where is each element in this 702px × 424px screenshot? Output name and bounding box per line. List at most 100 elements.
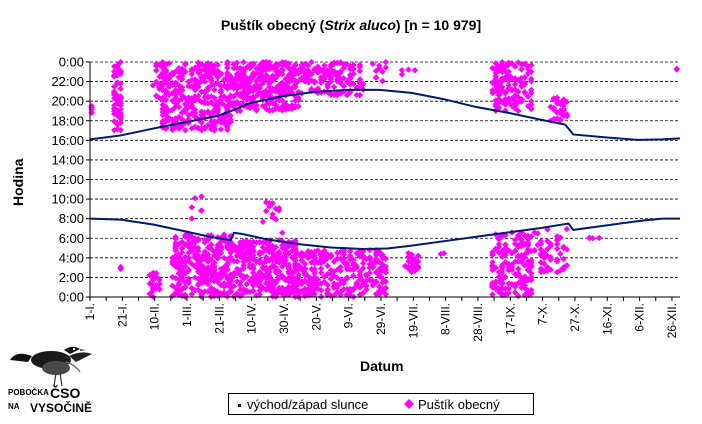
owl-point (208, 284, 215, 292)
owl-point (369, 60, 377, 68)
owl-point (363, 255, 370, 263)
owl-point (178, 66, 186, 73)
owl-point (266, 80, 273, 87)
owl-point (217, 243, 225, 250)
owl-point (149, 273, 157, 281)
owl-point (240, 72, 247, 80)
owl-point (330, 268, 338, 275)
owl-point (547, 255, 554, 262)
owl-point (272, 216, 280, 223)
owl-point (275, 273, 283, 280)
owl-point (233, 74, 241, 82)
owl-point (495, 236, 503, 243)
owl-point (175, 82, 183, 89)
owl-point (356, 291, 364, 298)
owl-point (334, 255, 341, 262)
owl-point (253, 272, 260, 280)
owl-point (502, 245, 509, 253)
owl-point (343, 291, 351, 298)
owl-point (272, 278, 280, 285)
owl-point (350, 80, 357, 87)
owl-point (518, 74, 525, 82)
owl-point (414, 253, 422, 260)
owl-point (253, 92, 260, 99)
owl-point (279, 229, 286, 237)
owl-point (240, 258, 247, 265)
owl-point (185, 249, 192, 256)
owl-point (195, 69, 202, 77)
owl-point (211, 127, 218, 134)
owl-point (256, 70, 263, 78)
owl-point (175, 113, 183, 121)
owl-point (166, 75, 173, 82)
owl-point (301, 60, 309, 68)
owl-point (175, 103, 183, 111)
owl-point (250, 287, 257, 295)
owl-point (175, 121, 183, 128)
owl-point (175, 254, 183, 262)
owl-point (541, 268, 548, 275)
owl-point (372, 279, 380, 286)
owl-point (156, 286, 163, 293)
owl-point (324, 262, 331, 270)
cso-logo: POBOČKA ČSO NA VYSOČINĚ (6, 338, 96, 422)
owl-point (201, 88, 208, 95)
owl-point (314, 63, 322, 70)
owl-point (321, 69, 328, 77)
y-tick-label: 22:00 (51, 74, 84, 89)
owl-point (208, 93, 215, 100)
owl-point (230, 65, 238, 72)
owl-point (259, 239, 267, 246)
owl-point (356, 273, 364, 280)
owl-point (182, 233, 189, 241)
owl-point (498, 264, 506, 271)
owl-point (191, 251, 199, 258)
owl-point (308, 58, 315, 66)
owl-point (515, 253, 522, 261)
owl-point (117, 126, 124, 134)
owl-point (515, 292, 522, 300)
owl-point (201, 236, 208, 244)
owl-point (250, 95, 257, 102)
owl-point (528, 263, 535, 270)
owl-point (324, 290, 331, 298)
owl-point (350, 285, 357, 293)
owl-point (211, 118, 218, 125)
owl-point (528, 257, 535, 264)
owl-point (169, 282, 176, 290)
owl-point (553, 99, 561, 107)
owl-point (172, 122, 179, 129)
owl-point (330, 83, 338, 91)
owl-point (172, 94, 179, 101)
owl-point (204, 86, 212, 94)
owl-point (237, 76, 244, 83)
owl-point (282, 257, 289, 264)
owl-point (256, 278, 263, 286)
y-axis-label: Hodina (10, 158, 26, 206)
owl-point (557, 250, 564, 258)
owl-point (515, 59, 522, 66)
owl-point (528, 270, 535, 277)
owl-point (308, 287, 315, 295)
owl-point (166, 83, 173, 90)
owl-point (363, 271, 370, 278)
owl-point (366, 264, 373, 271)
y-tick-label: 16:00 (51, 133, 84, 148)
owl-point (201, 125, 208, 132)
owl-point (191, 86, 199, 94)
owl-point (111, 63, 118, 70)
owl-point (211, 263, 218, 270)
owl-point (340, 248, 347, 256)
owl-point (178, 249, 186, 256)
owl-point (256, 84, 263, 92)
owl-point (560, 264, 567, 271)
owl-point (172, 115, 179, 122)
owl-point (237, 91, 244, 98)
x-tick-label: 27-X. (568, 303, 582, 332)
owl-point (528, 247, 535, 255)
owl-point (208, 288, 215, 296)
owl-point (518, 280, 525, 287)
owl-point (518, 284, 525, 291)
owl-point (201, 93, 208, 101)
owl-point (505, 68, 512, 75)
